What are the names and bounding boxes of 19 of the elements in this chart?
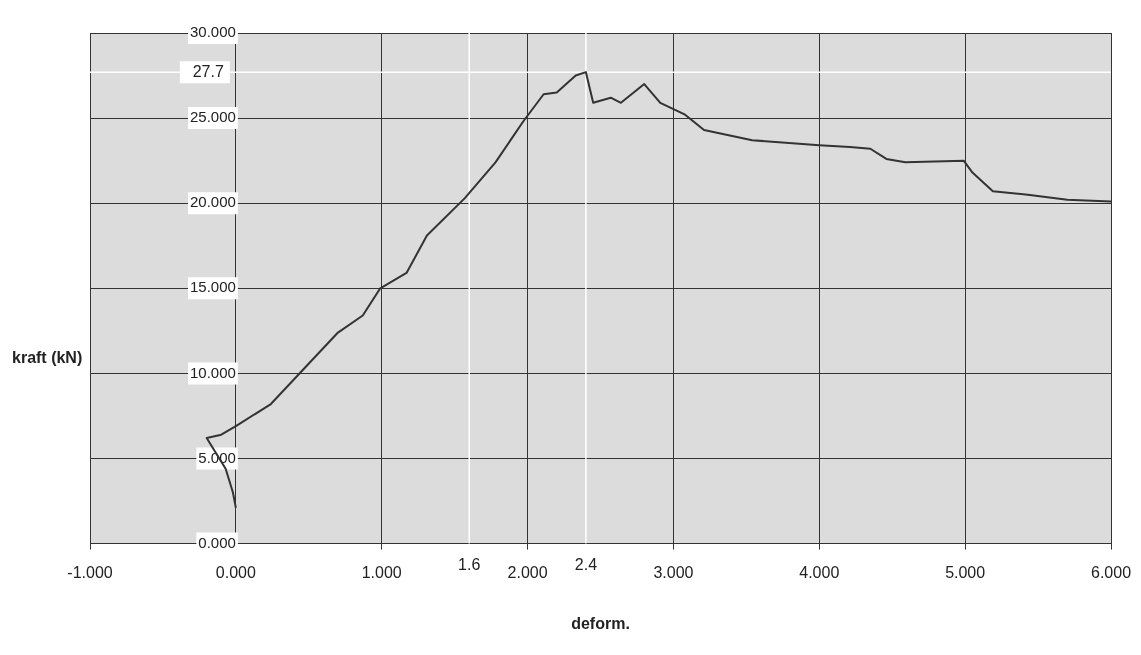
y-tick-label: 30.000 <box>189 23 236 41</box>
ref-line-label: 2.4 <box>574 556 598 574</box>
x-tick-label: 3.000 <box>653 563 694 581</box>
x-tick-label: 4.000 <box>799 563 840 581</box>
x-tick-label: 0.000 <box>215 563 256 581</box>
y-tick-label: 10.000 <box>189 363 236 381</box>
x-tick-label: 2.000 <box>507 563 548 581</box>
x-tick-label: 1.000 <box>361 563 402 581</box>
ref-line-label: 27.7 <box>192 62 224 80</box>
x-axis-title: deform. <box>571 614 630 632</box>
y-tick-label: 0.000 <box>198 533 236 551</box>
x-tick-label: 5.000 <box>945 563 986 581</box>
x-tick-label: 6.000 <box>1090 563 1132 581</box>
y-axis-title: kraft (kN) <box>12 348 83 366</box>
y-tick-label: 15.000 <box>189 278 236 296</box>
y-tick-label: 20.000 <box>189 193 236 211</box>
y-tick-label: 25.000 <box>189 108 236 126</box>
ref-line-label: 1.6 <box>458 556 481 574</box>
x-tick-label: -1.000 <box>67 563 113 581</box>
